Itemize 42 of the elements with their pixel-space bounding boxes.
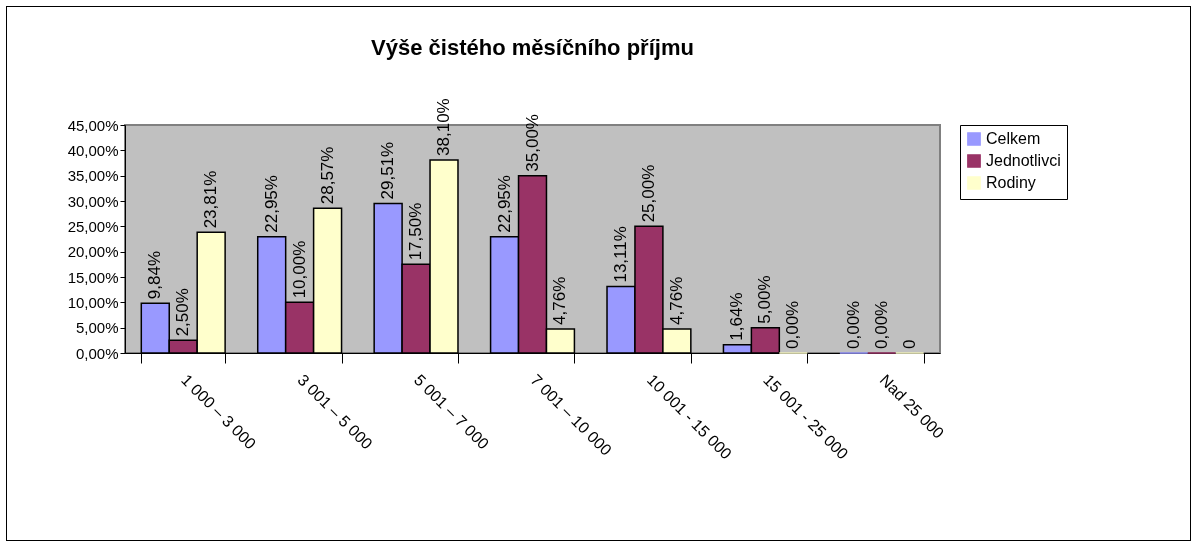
data-label: 10,00%: [289, 240, 309, 299]
y-tick-label: 20,00%: [67, 243, 119, 261]
data-label: 0: [899, 339, 919, 349]
data-label: 22,95%: [494, 175, 514, 233]
x-tick-label: 3 001 – 5 000: [294, 371, 376, 453]
y-tick-label: 30,00%: [67, 192, 119, 210]
data-label: 0,00%: [843, 300, 863, 349]
data-label: 9,84%: [145, 250, 165, 300]
chart-title: Výše čistého měsíčního příjmu: [371, 35, 694, 61]
data-label: 1,64%: [727, 292, 747, 341]
data-label: 13,11%: [610, 226, 630, 283]
x-tick-label: 7 001 – 10 000: [527, 371, 615, 459]
x-tick-label: 1 000 – 3 000: [178, 371, 260, 453]
data-label: 29,51%: [378, 141, 398, 200]
data-label: 4,76%: [550, 276, 570, 325]
data-label: 4,76%: [666, 276, 686, 325]
data-label: 2,50%: [173, 288, 193, 337]
data-label: 25,00%: [638, 164, 658, 223]
y-tick-label: 0,00%: [75, 344, 119, 362]
data-label: 0,00%: [871, 300, 891, 349]
data-label: 23,81%: [201, 170, 221, 229]
legend-label: Celkem: [986, 130, 1041, 147]
y-tick-label: 45,00%: [67, 116, 119, 134]
x-tick-label: 15 001 - 25 000: [760, 371, 852, 463]
x-tick-label: Nad 25 000: [876, 371, 948, 442]
data-label: 17,50%: [406, 202, 426, 261]
data-label: 22,95%: [261, 175, 281, 233]
data-label: 28,57%: [317, 146, 337, 205]
data-label: 38,10%: [434, 98, 454, 156]
legend-label: Rodiny: [986, 174, 1036, 191]
y-tick-label: 15,00%: [67, 268, 119, 286]
data-label: 35,00%: [522, 113, 542, 172]
y-tick-label: 5,00%: [75, 319, 119, 337]
y-tick-label: 40,00%: [67, 141, 119, 159]
y-tick-label: 10,00%: [67, 293, 119, 311]
data-label: 0,00%: [783, 300, 803, 349]
data-label: 5,00%: [755, 275, 775, 324]
x-tick-label: 10 001 - 15 000: [643, 371, 736, 463]
x-tick-label: 5 001 – 7 000: [410, 371, 493, 453]
legend-label: Jednotlivci: [986, 152, 1061, 169]
y-tick-label: 25,00%: [67, 217, 119, 235]
y-tick-label: 35,00%: [67, 167, 119, 185]
